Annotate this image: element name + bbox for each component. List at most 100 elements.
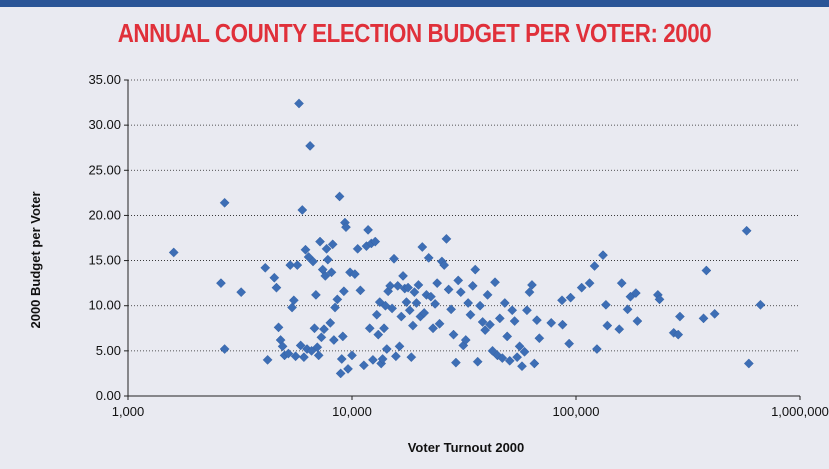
data-point: [589, 261, 600, 271]
data-point: [311, 289, 321, 300]
data-point: [394, 341, 405, 352]
data-point: [557, 319, 568, 330]
data-point: [285, 260, 296, 270]
data-point: [313, 350, 324, 361]
data-point: [426, 291, 436, 302]
data-point: [355, 285, 366, 296]
data-point: [374, 297, 385, 307]
data-point: [475, 300, 485, 311]
data-points: [168, 98, 766, 379]
data-point: [219, 197, 230, 208]
data-point: [460, 335, 471, 345]
x-tick-labels: 1,000 10,000 100,000 1,000,000: [112, 404, 829, 419]
chart-title: ANNUAL COUNTY ELECTION BUDGET PER VOTER:…: [117, 18, 712, 48]
data-point: [743, 358, 754, 369]
data-point: [337, 331, 348, 342]
data-point: [592, 344, 602, 354]
y-tick-label: 0.00: [96, 388, 121, 403]
data-point: [654, 294, 665, 305]
data-point: [347, 350, 357, 361]
data-point: [321, 243, 332, 254]
data-point: [381, 344, 392, 354]
data-point: [216, 278, 226, 289]
data-point: [467, 280, 478, 291]
x-tick-label: 100,000: [553, 404, 600, 419]
data-point: [557, 295, 567, 306]
data-point: [522, 305, 532, 316]
data-point: [349, 269, 360, 279]
data-point: [423, 252, 434, 263]
data-point: [327, 239, 338, 250]
data-point: [622, 304, 633, 315]
data-point: [675, 311, 685, 322]
data-point: [283, 348, 294, 359]
x-tick-label: 1,000: [112, 404, 145, 419]
data-point: [406, 352, 417, 363]
data-point: [371, 309, 382, 320]
data-point: [299, 352, 309, 363]
data-point: [408, 320, 418, 331]
gridlines: [128, 79, 800, 352]
data-point: [755, 299, 766, 310]
data-point: [262, 355, 273, 365]
data-point: [326, 267, 337, 278]
data-point: [335, 368, 346, 379]
data-point: [294, 98, 304, 109]
data-point: [330, 302, 340, 313]
data-point: [390, 351, 401, 362]
data-point: [359, 360, 369, 371]
data-point: [630, 288, 641, 298]
data-point: [332, 294, 343, 305]
data-point: [389, 253, 399, 264]
data-point: [485, 319, 495, 330]
data-point: [322, 254, 333, 265]
y-tick-label: 15.00: [88, 253, 121, 268]
data-point: [532, 315, 542, 326]
data-point: [364, 323, 375, 334]
data-point: [168, 247, 179, 258]
data-point: [385, 280, 396, 291]
data-point: [409, 287, 420, 298]
data-point: [455, 287, 466, 298]
data-point: [370, 236, 381, 247]
data-point: [219, 344, 230, 354]
data-point: [584, 278, 595, 289]
data-point: [601, 299, 611, 310]
data-point: [451, 357, 461, 368]
data-point: [517, 361, 527, 372]
data-point: [434, 318, 445, 329]
data-point: [709, 308, 720, 319]
data-point: [300, 244, 311, 255]
y-tick-label: 20.00: [88, 207, 121, 222]
data-point: [453, 275, 464, 286]
data-point: [432, 278, 443, 289]
data-point: [309, 323, 320, 334]
data-point: [698, 313, 709, 324]
data-point: [448, 329, 459, 340]
data-point: [334, 191, 345, 202]
data-point: [616, 278, 627, 289]
data-point: [428, 323, 438, 334]
data-point: [325, 317, 336, 328]
x-axis-title: Voter Turnout 2000: [408, 440, 525, 455]
y-tick-label: 30.00: [88, 117, 121, 132]
data-point: [598, 250, 608, 261]
data-point: [345, 267, 355, 278]
data-point: [602, 320, 613, 331]
data-point: [269, 272, 280, 283]
top-bar: [0, 0, 829, 7]
data-point: [472, 356, 483, 367]
axes: [124, 79, 801, 400]
data-point: [509, 316, 520, 326]
data-point: [564, 338, 575, 349]
data-point: [504, 355, 515, 366]
data-point: [392, 280, 403, 291]
data-point: [343, 364, 353, 374]
data-point: [417, 242, 428, 252]
data-point: [271, 282, 282, 293]
data-point: [312, 342, 323, 353]
data-point: [480, 325, 491, 335]
y-tick-label: 5.00: [96, 343, 121, 358]
data-point: [315, 236, 325, 247]
